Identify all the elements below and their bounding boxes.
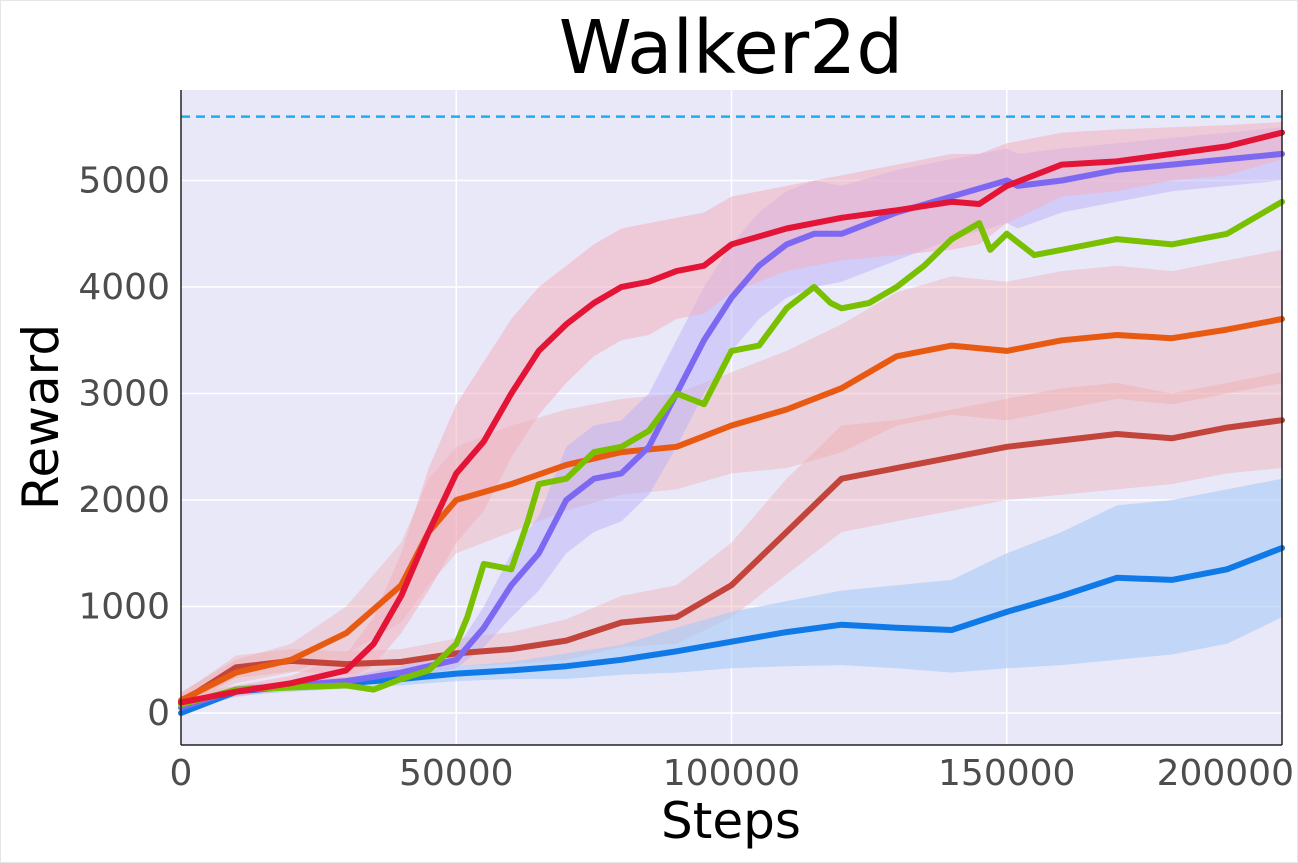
y-tick-label: 0	[147, 693, 170, 734]
x-tick-label: 50000	[399, 753, 514, 794]
x-tick-label: 200000	[1157, 753, 1294, 794]
axes	[180, 90, 1283, 746]
series-line-6	[178, 129, 1285, 706]
y-tick-labels: 0 1000 2000 3000 4000 5000	[78, 161, 170, 735]
y-tick-label: 1000	[78, 587, 170, 628]
x-tick-label: 150000	[938, 753, 1075, 794]
series-line-3	[178, 545, 1285, 716]
y-tick-label: 4000	[78, 267, 170, 308]
y-tick-label: 3000	[78, 374, 170, 415]
series-band-3	[181, 478, 1282, 713]
y-axis-label: Reward	[12, 324, 70, 510]
confidence-bands	[181, 122, 1282, 713]
series-band-6	[181, 122, 1282, 708]
x-tick-label: 0	[170, 753, 193, 794]
series-line-5	[178, 198, 1285, 708]
x-axis-label: Steps	[661, 792, 801, 850]
x-tick-label: 100000	[663, 753, 800, 794]
series-band-1	[181, 372, 1282, 708]
series-line-1	[178, 417, 1285, 706]
series-lines	[178, 129, 1285, 716]
x-tick-labels: 0 50000 100000 150000 200000	[170, 753, 1294, 794]
y-tick-label: 5000	[78, 161, 170, 202]
series-band-2	[181, 249, 1282, 707]
chart-title: Walker2d	[559, 5, 904, 91]
series-line-2	[178, 316, 1285, 704]
y-tick-label: 2000	[78, 480, 170, 521]
series-band-4	[181, 127, 1282, 711]
